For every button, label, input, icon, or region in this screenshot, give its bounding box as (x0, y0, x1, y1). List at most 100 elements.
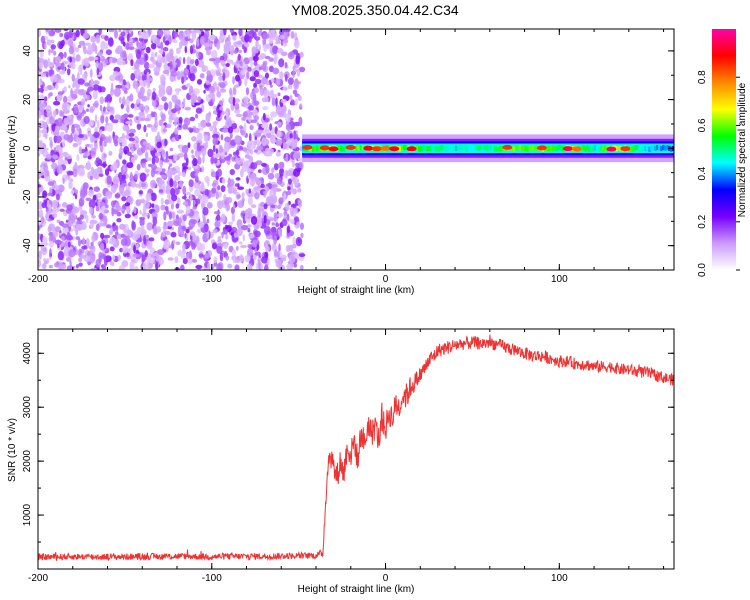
noise-blob (228, 221, 234, 225)
noise-blob (53, 231, 59, 238)
noise-blob (190, 93, 198, 102)
noise-blob (189, 45, 194, 55)
noise-blob (232, 34, 237, 41)
noise-blob (40, 171, 45, 175)
noise-blob (272, 45, 279, 54)
noise-blob (248, 188, 251, 194)
noise-blob (98, 212, 104, 220)
noise-blob (217, 200, 224, 210)
noise-blob (105, 224, 112, 229)
noise-blob (216, 168, 223, 177)
noise-blob (166, 194, 172, 199)
noise-blob (224, 250, 228, 257)
noise-blob (184, 45, 188, 54)
noise-blob (299, 103, 303, 108)
noise-blob (233, 151, 237, 156)
noise-blob (67, 231, 70, 237)
noise-blob (166, 53, 171, 61)
noise-blob (290, 31, 295, 39)
noise-blob (38, 152, 41, 157)
noise-blob (78, 197, 85, 207)
noise-blob (296, 69, 301, 77)
noise-blob (151, 156, 156, 165)
band-core (471, 146, 474, 152)
noise-blob (201, 165, 205, 173)
noise-blob (75, 236, 81, 241)
noise-blob (146, 222, 153, 231)
noise-blob (288, 254, 296, 264)
noise-blob (249, 133, 252, 143)
noise-blob (253, 149, 258, 153)
noise-blob (48, 29, 56, 37)
noise-blob (161, 149, 166, 159)
noise-blob (45, 73, 49, 78)
noise-blob (279, 71, 284, 79)
noise-blob (134, 143, 139, 149)
noise-blob (223, 147, 230, 153)
noise-blob (128, 46, 135, 50)
noise-blob (62, 177, 65, 184)
noise-blob (182, 258, 188, 265)
noise-blob (87, 86, 94, 92)
noise-blob (95, 223, 100, 231)
noise-blob (261, 64, 266, 68)
noise-blob (82, 32, 90, 39)
noise-blob (140, 71, 145, 76)
noise-blob (90, 35, 97, 43)
noise-blob (113, 135, 120, 144)
noise-blob (100, 55, 105, 62)
noise-blob (265, 133, 271, 137)
noise-blob (196, 228, 202, 234)
band-core (459, 144, 462, 150)
noise-blob (62, 160, 69, 165)
band-core (342, 146, 345, 152)
noise-blob (172, 239, 176, 245)
noise-blob (274, 173, 281, 179)
noise-blob (216, 214, 221, 221)
noise-blob (103, 209, 110, 214)
noise-blob (188, 240, 194, 246)
noise-blob (67, 241, 71, 248)
noise-blob (268, 37, 274, 45)
noise-blob (288, 200, 291, 206)
noise-blob (270, 29, 276, 34)
noise-blob (112, 209, 119, 215)
band-core (402, 145, 406, 151)
noise-blob (85, 214, 89, 224)
noise-blob (123, 165, 127, 173)
noise-blob (126, 204, 131, 215)
band-core (416, 144, 419, 150)
noise-blob (162, 47, 169, 52)
band-core (465, 146, 468, 152)
noise-blob (154, 113, 158, 122)
noise-blob (273, 187, 277, 195)
band-peak (406, 146, 417, 152)
noise-blob (262, 33, 270, 40)
noise-blob (160, 204, 166, 211)
band-core (493, 146, 497, 152)
noise-blob (271, 184, 278, 188)
noise-blob (109, 74, 116, 82)
noise-blob (279, 34, 285, 40)
noise-blob (173, 220, 180, 227)
noise-blob (245, 31, 252, 35)
noise-blob (59, 109, 63, 117)
noise-blob (189, 59, 195, 64)
colorbar-gradient (712, 29, 736, 270)
noise-blob (95, 258, 101, 268)
spectrogram-y-label: Frequency (Hz) (7, 116, 18, 185)
snr-frame (37, 328, 675, 570)
noise-blob (277, 48, 284, 54)
noise-blob (281, 219, 288, 227)
noise-blob (189, 194, 193, 202)
noise-blob (190, 65, 198, 74)
noise-blob (293, 121, 301, 127)
noise-blob (152, 216, 158, 226)
band-peak (571, 146, 582, 152)
noise-blob (292, 160, 295, 168)
noise-blob (61, 223, 69, 228)
noise-blob (129, 128, 137, 134)
noise-blob (275, 105, 283, 116)
band-core (644, 145, 647, 151)
noise-blob (103, 234, 111, 239)
